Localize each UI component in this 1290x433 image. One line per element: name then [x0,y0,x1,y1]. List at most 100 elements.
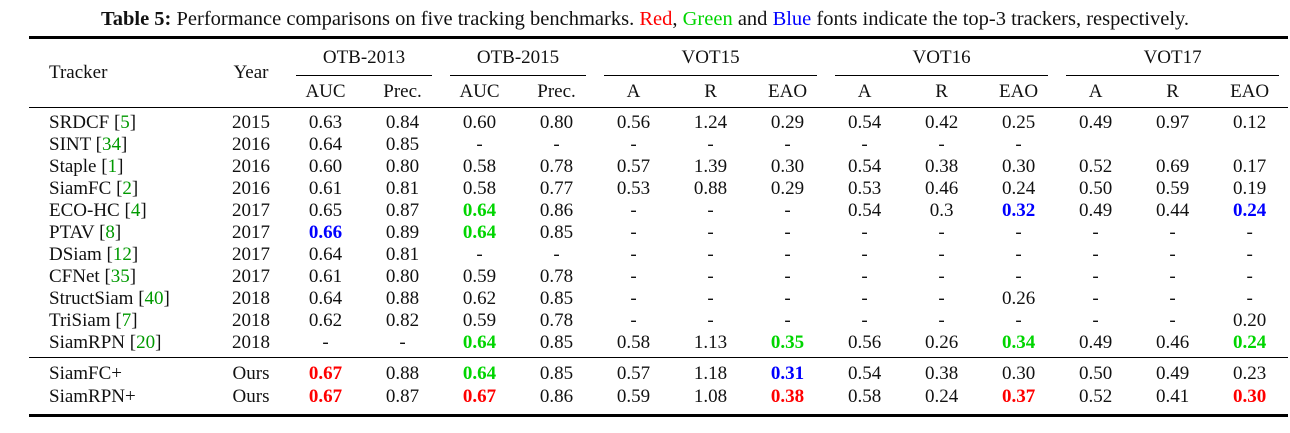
tracker-cell: StructSiam [40] [49,288,170,309]
metric-cell: 0.30 [1001,156,1036,177]
metric-cell: - [630,266,637,287]
metric-cell: 0.3 [929,200,954,221]
tracker-name: SiamFC [49,178,112,199]
tracker-cell: DSiam [12] [49,244,139,265]
citation-link[interactable]: 40 [144,288,164,309]
citation-link[interactable]: 7 [121,310,132,331]
metric-cell: 0.29 [770,112,805,133]
tracker-name: ECO-HC [49,200,120,221]
metric-cell: 0.17 [1232,156,1267,177]
metric-cell: 0.26 [924,332,959,353]
metric-cell: - [399,332,406,353]
metric-cell: 0.29 [770,178,805,199]
subheader-r: R [672,76,750,108]
metric-cell: - [707,244,714,265]
metric-cell: 0.30 [770,156,805,177]
metric-cell: - [861,134,868,155]
metric-cell: - [1092,310,1099,331]
metric-cell: - [784,200,791,221]
metric-cell: 0.12 [1232,112,1267,133]
metric-cell: - [1092,222,1099,243]
metric-cell: 0.24 [1232,332,1267,353]
metric-cell: 0.85 [539,222,574,243]
table-row: SiamFC [2] 2016 0.61 0.81 0.58 0.77 0.53 0.88 0.… [29,178,1288,200]
metric-cell: - [707,134,714,155]
year-cell: 2017 [232,222,270,243]
metric-cell: 0.25 [1001,112,1036,133]
metric-cell: 0.24 [924,386,959,407]
metric-cell: - [1169,266,1176,287]
metric-cell: - [784,244,791,265]
table-row: SiamRPN+ Ours 0.67 0.87 0.67 0.86 0.59 1.08 0.38… [29,385,1288,416]
subheader-auc: AUC [441,76,519,108]
subheader-a: A [595,76,673,108]
metric-cell: 0.20 [1232,310,1267,331]
subheader-r: R [1134,76,1212,108]
metric-cell: 0.88 [385,288,420,309]
metric-cell: 0.85 [539,288,574,309]
metric-cell: 0.61 [308,266,343,287]
year-cell: 2016 [232,178,270,199]
metric-cell: - [1169,288,1176,309]
table-row: SRDCF [5] 2015 0.63 0.84 0.60 0.80 0.56 1.24 0.2… [29,108,1288,135]
citation-link[interactable]: 20 [136,332,156,353]
metric-cell: - [630,310,637,331]
metric-cell: 0.49 [1078,200,1113,221]
table-row: Staple [1] 2016 0.60 0.80 0.58 0.78 0.57 1.39 0.… [29,156,1288,178]
year-cell: 2017 [232,200,270,221]
subheader-eao: EAO [980,76,1058,108]
caption-outro: fonts indicate the top-3 trackers, respe… [811,8,1190,30]
metric-cell: 0.59 [462,266,497,287]
metric-cell: 0.62 [308,310,343,331]
citation-link[interactable]: 1 [107,156,118,177]
metric-cell: - [322,332,329,353]
tracker-name: StructSiam [49,288,134,309]
metric-cell: 0.54 [847,112,882,133]
citation-link[interactable]: 4 [130,200,141,221]
subheader-a: A [1057,76,1135,108]
metric-cell: 0.64 [462,332,497,353]
metric-cell: 0.64 [308,134,343,155]
metric-cell: - [630,222,637,243]
metric-cell: 0.30 [1001,363,1036,384]
metric-cell: - [1015,134,1022,155]
metric-cell: 0.63 [308,112,343,133]
metric-cell: 0.30 [1232,386,1267,407]
metric-cell: - [630,134,637,155]
metric-cell: - [784,288,791,309]
year-cell: Ours [232,386,270,407]
metric-cell: 0.57 [616,156,651,177]
metric-cell: 0.62 [462,288,497,309]
citation-link[interactable]: 12 [112,244,132,265]
metric-cell: 0.56 [847,332,882,353]
metric-cell: - [1246,244,1253,265]
table-caption: Table 5: Performance comparisons on five… [4,6,1286,32]
citation-link[interactable]: 35 [110,266,130,287]
metric-cell: 0.44 [1155,200,1190,221]
subheader-prec: Prec. [364,76,442,108]
metric-cell: 0.88 [693,178,728,199]
metric-cell: 0.87 [385,386,420,407]
metric-cell: 0.81 [385,244,420,265]
tracker-name: TriSiam [49,310,111,331]
citation-link[interactable]: 5 [120,112,130,133]
metric-cell: - [784,222,791,243]
metric-cell: 0.26 [1001,288,1036,309]
citation-link[interactable]: 2 [122,178,132,199]
metric-cell: - [1092,244,1099,265]
caption-sep: , [672,8,683,30]
table-row: ECO-HC [4] 2017 0.65 0.87 0.64 0.86 - - - 0.54 0.3… [29,200,1288,222]
metric-cell: 1.08 [693,386,728,407]
subheader-auc: AUC [287,76,364,108]
metric-cell: 0.82 [385,310,420,331]
metric-cell: - [1169,244,1176,265]
metric-cell: - [861,266,868,287]
metric-cell: 0.54 [847,156,882,177]
metric-cell: - [861,244,868,265]
citation-link[interactable]: 34 [101,134,121,155]
header-group-vot17: VOT17 [1057,38,1288,77]
citation-link[interactable]: 8 [105,222,115,243]
metric-cell [1057,134,1134,156]
table-row: StructSiam [40] 2018 0.64 0.88 0.62 0.85 - - - - -… [29,288,1288,310]
metric-cell: 0.52 [1078,156,1113,177]
